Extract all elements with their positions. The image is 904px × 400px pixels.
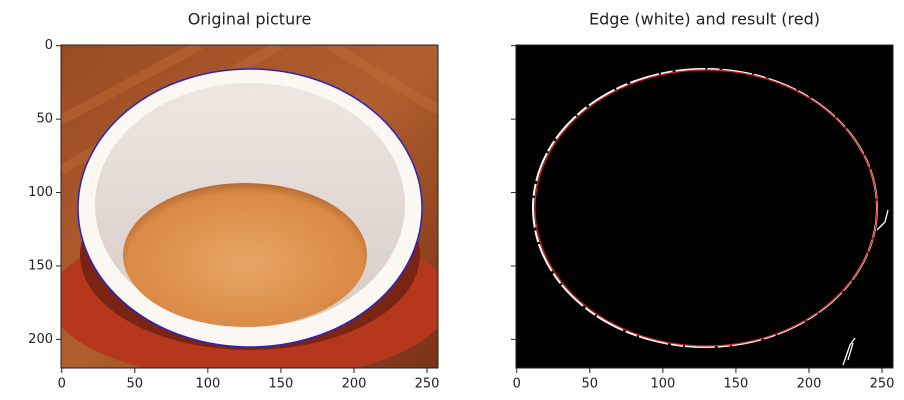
x-tick-label: 250 <box>415 377 440 392</box>
x-tick-label: 200 <box>797 377 822 392</box>
y-tick-label: 100 <box>28 185 53 200</box>
x-tick-label: 100 <box>195 377 220 392</box>
chart-title: Original picture <box>188 10 312 29</box>
x-tick-label: 0 <box>513 377 521 392</box>
x-tick-label: 200 <box>342 377 367 392</box>
y-tick-label: 200 <box>28 332 53 347</box>
x-tick-label: 50 <box>127 377 144 392</box>
x-tick-label: 150 <box>724 377 749 392</box>
y-tick-label: 150 <box>28 258 53 273</box>
figure: Original picture 0 50 100 150 200 250 0 50 100 150… <box>0 0 904 400</box>
x-tick-label: 100 <box>650 377 675 392</box>
x-tick-label: 0 <box>58 377 66 392</box>
x-tick-label: 250 <box>870 377 895 392</box>
y-tick-label: 0 <box>45 38 53 53</box>
x-tick-label: 50 <box>582 377 599 392</box>
chart-title: Edge (white) and result (red) <box>589 10 820 29</box>
photo <box>50 45 450 380</box>
y-tick-label: 50 <box>36 112 53 127</box>
edge-image <box>516 45 893 368</box>
x-tick-label: 150 <box>269 377 294 392</box>
